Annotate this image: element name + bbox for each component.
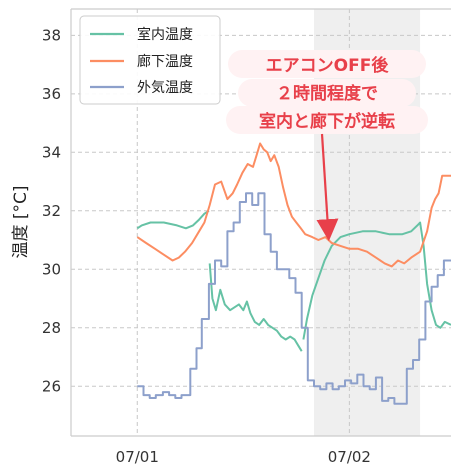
legend-box (79, 15, 221, 105)
annotation-line-2: ２時間程度で (276, 83, 378, 104)
series-line (136, 142, 451, 268)
annotation-bg-3 (226, 106, 428, 134)
legend-label-corridor: 廊下温度 (137, 53, 193, 70)
y-tick-label: 38 (42, 26, 61, 44)
y-tick-label: 26 (42, 377, 61, 395)
series-line (208, 263, 303, 352)
annotation-bg-1 (228, 50, 426, 78)
annotation-line-3: 室内と廊下が逆転 (259, 111, 395, 132)
legend-label-outdoor: 外気温度 (137, 80, 193, 96)
annotation-line-1: エアコンOFF後 (266, 55, 390, 76)
y-tick-label: 28 (42, 319, 61, 337)
x-tick-label: 07/01 (116, 448, 159, 466)
x-tick-label: 07/02 (328, 448, 371, 466)
series-line (136, 209, 210, 230)
y-tick-label: 36 (42, 85, 61, 103)
legend: 室内温度 廊下温度 外気温度 (79, 15, 221, 105)
annotation-arrow (316, 133, 339, 242)
y-axis-title: 温度 [°C] (11, 185, 31, 258)
series-line (302, 221, 451, 340)
annotation-bg-2 (238, 79, 416, 107)
y-tick-label: 32 (42, 202, 61, 220)
y-tick-label: 30 (42, 260, 61, 278)
tick-layer: 26 28 30 32 34 36 38 07/01 07/02 (42, 26, 371, 466)
y-tick-label: 34 (42, 143, 61, 161)
legend-label-indoor: 室内温度 (137, 26, 193, 43)
annotation: エアコンOFF後 ２時間程度で 室内と廊下が逆転 (226, 50, 428, 242)
series-line (137, 192, 451, 405)
series-layer (136, 142, 451, 405)
